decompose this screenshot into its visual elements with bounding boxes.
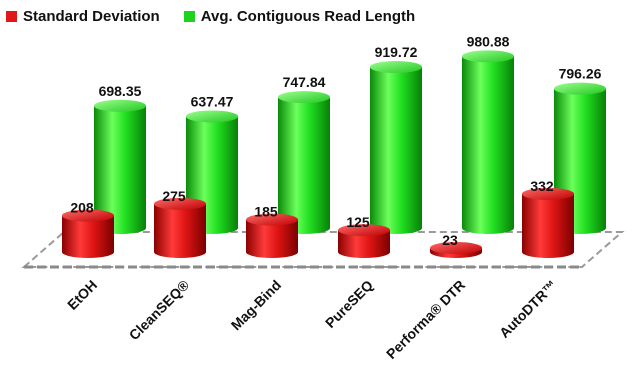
red-bar-cleanseq — [154, 198, 206, 258]
data-label-avg-read-length-performa-dtr: 980.88 — [467, 33, 510, 49]
data-label-standard-deviation-etoh: 208 — [70, 200, 94, 216]
green-bar-pureseq-top — [370, 61, 422, 73]
data-label-standard-deviation-pureseq: 125 — [346, 214, 370, 230]
red-bar-mag-bind — [246, 214, 298, 258]
red-bar-autodtr-body — [522, 194, 574, 258]
red-bar-autodtr — [522, 188, 574, 258]
x-tick-label-autodtr: AutoDTR™ — [496, 277, 560, 341]
green-bar-mag-bind — [278, 91, 330, 234]
chart-bars — [62, 50, 606, 258]
data-label-standard-deviation-autodtr: 332 — [530, 178, 554, 194]
green-bar-pureseq-body — [370, 67, 422, 234]
data-label-standard-deviation-performa-dtr: 23 — [442, 232, 458, 248]
data-label-standard-deviation-mag-bind: 185 — [254, 204, 278, 220]
green-bar-performa-dtr-top — [462, 50, 514, 62]
red-bar-cleanseq-body — [154, 204, 206, 258]
green-bar-autodtr-top — [554, 83, 606, 95]
red-bar-etoh — [62, 210, 114, 258]
data-label-avg-read-length-etoh: 698.35 — [99, 83, 142, 99]
x-axis: EtOH CleanSEQ® Mag-Bind PureSEQ Performa® DT… — [64, 276, 560, 362]
x-tick-label-mag-bind: Mag-Bind — [228, 277, 284, 333]
green-bar-mag-bind-body — [278, 97, 330, 234]
green-bar-mag-bind-top — [278, 91, 330, 103]
green-bar-performa-dtr — [462, 50, 514, 234]
data-label-avg-read-length-pureseq: 919.72 — [375, 44, 418, 60]
chart-value-labels: 698.35 637.47 747.84 919.72 980.88 796.26 208 2… — [70, 33, 601, 248]
data-label-avg-read-length-mag-bind: 747.84 — [283, 74, 326, 90]
data-label-standard-deviation-cleanseq: 275 — [162, 188, 186, 204]
green-bar-performa-dtr-body — [462, 56, 514, 234]
x-tick-label-cleanseq: CleanSEQ® — [126, 276, 193, 343]
green-bar-etoh-top — [94, 100, 146, 112]
x-tick-label-pureseq: PureSEQ — [322, 277, 376, 331]
green-bar-pureseq — [370, 61, 422, 234]
red-bar-etoh-body — [62, 216, 114, 258]
x-tick-label-etoh: EtOH — [64, 277, 100, 313]
data-label-avg-read-length-cleanseq: 637.47 — [191, 93, 234, 109]
data-label-avg-read-length-autodtr: 796.26 — [559, 66, 602, 82]
green-bar-cleanseq-top — [186, 110, 238, 122]
x-tick-label-performa-dtr: Performa® DTR — [383, 277, 468, 362]
